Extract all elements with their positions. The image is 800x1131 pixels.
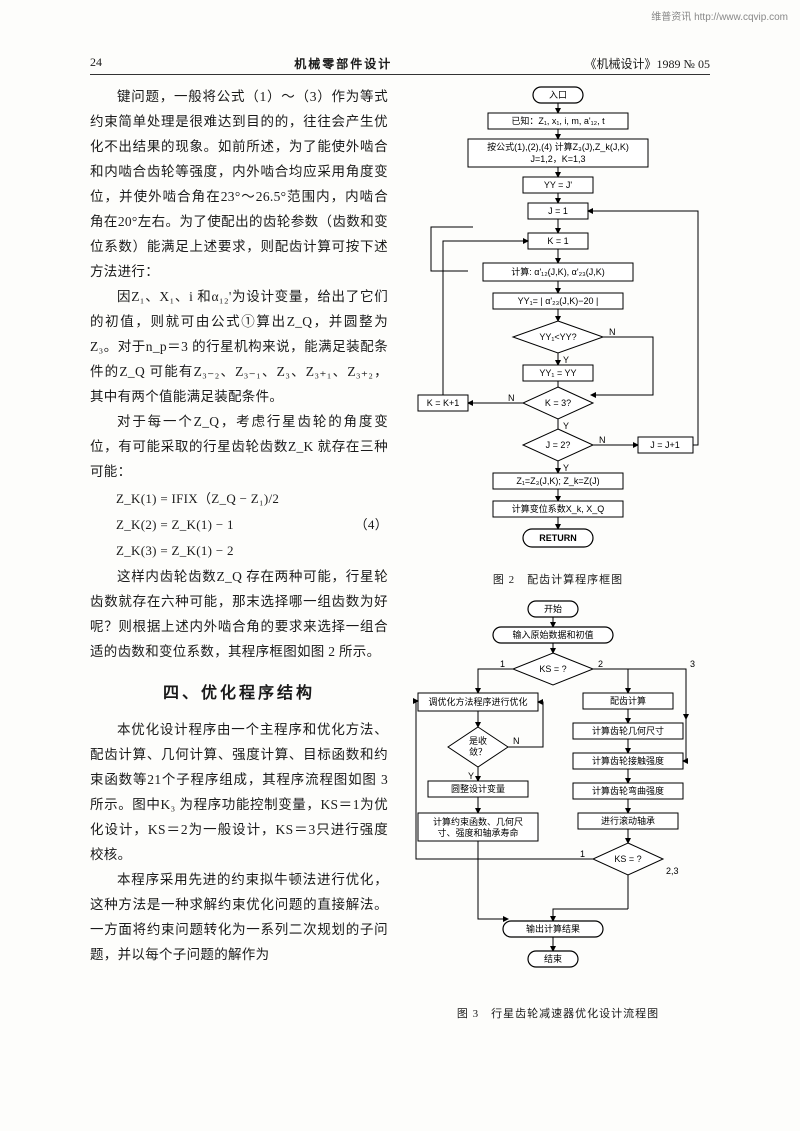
node-kinc: K = K+1: [427, 398, 460, 408]
label-1b: 1: [580, 849, 585, 859]
node-k3: K = 3?: [545, 398, 571, 408]
f3-out: 输出计算结果: [526, 923, 580, 934]
para-2: 因Z₁、X₁、i 和α₁₂'为设计变量，给出了它们的初值，则就可由公式①算出Z_…: [90, 285, 388, 410]
f3-start: 开始: [544, 603, 562, 614]
node-coef: 计算变位系数X_k, X_Q: [512, 503, 605, 514]
fig3-caption: 图 3 行星齿轮减速器优化设计流程图: [406, 1005, 710, 1021]
f3-obj-l2: 寸、强度和轴承寿命: [437, 827, 518, 838]
node-yydiff: YY₁= | α'₂₃(J,K)−20 |: [518, 296, 599, 306]
columns: 键问题，一般将公式（1）～（3）作为等式约束简单处理是很难达到目的的，往往会产生…: [90, 85, 710, 1033]
node-comp: 计算: α'₁₂(J,K), α'₂₃(J,K): [511, 266, 605, 277]
node-k1: K = 1: [547, 236, 568, 246]
page-header: 24 机械零部件设计 《机械设计》1989 № 05: [90, 55, 710, 75]
label-n2: N: [508, 393, 515, 403]
f3-axis: 进行滚动轴承: [601, 815, 655, 826]
node-j2: J = 2?: [546, 440, 571, 450]
f3-ok-l1: 是收: [469, 735, 487, 746]
node-calc-l2: J=1,2，K=1,3: [530, 154, 585, 164]
flowchart-fig2: 入口 已知：Z₁, x₁, i, m, a'₁₂, t 按公式(1),(2),(…: [406, 85, 710, 565]
page-number: 24: [90, 55, 102, 72]
page: 24 机械零部件设计 《机械设计》1989 № 05 键问题，一般将公式（1）～…: [90, 55, 710, 1033]
para-3: 对于每一个Z_Q，考虑行星齿轮的角度变位，有可能采取的行星齿轮齿数Z_K 就存在…: [90, 410, 388, 485]
node-cond1: YY₁<YY?: [539, 332, 576, 342]
node-yyeq: YY₁ = YY: [539, 368, 576, 378]
label-3: 3: [690, 659, 695, 669]
equation-1: Z_K(1) = IFIX（Z_Q − Z₁)/2: [90, 487, 388, 511]
label-23: 2,3: [666, 866, 679, 876]
f3-ks: KS = ?: [539, 664, 566, 674]
equation-number: （4）: [329, 513, 388, 537]
f3-input: 输入原始数据和初值: [512, 629, 593, 640]
para-1: 键问题，一般将公式（1）～（3）作为等式约束简单处理是很难达到目的的，往往会产生…: [90, 85, 388, 285]
f3-contact: 计算齿轮接触强度: [592, 755, 664, 766]
node-yyj: YY = J': [544, 180, 573, 190]
node-known: 已知：Z₁, x₁, i, m, a'₁₂, t: [511, 115, 605, 126]
fig2-caption: 图 2 配齿计算程序框图: [406, 571, 710, 587]
f3-pair: 配齿计算: [610, 695, 646, 706]
section-heading-4: 四、优化程序结构: [90, 679, 388, 709]
f3-geo: 计算齿轮几何尺寸: [592, 725, 664, 736]
label-1: 1: [500, 659, 505, 669]
equation-2: Z_K(2) = Z_K(1) − 1（4）: [90, 513, 388, 537]
node-pick: Z₁=Z₃(J,K); Z_k=Z(J): [516, 476, 599, 486]
right-column: 入口 已知：Z₁, x₁, i, m, a'₁₂, t 按公式(1),(2),(…: [406, 85, 710, 1033]
label-y: Y: [563, 355, 569, 365]
f3-obj-l1: 计算约束函数、几何尺: [433, 816, 523, 827]
node-j1: J = 1: [548, 206, 568, 216]
equation-3: Z_K(3) = Z_K(1) − 2: [90, 539, 388, 563]
f3-end: 结束: [544, 953, 562, 964]
para-4: 这样内齿轮齿数Z_Q 存在两种可能，行星轮齿数就存在六种可能，那末选择哪一组齿数…: [90, 565, 388, 665]
node-return: RETURN: [539, 533, 577, 543]
f3-ok-l2: 敛？: [469, 746, 487, 757]
label-2: 2: [598, 659, 603, 669]
label-y2: Y: [563, 421, 569, 431]
label-n4: N: [513, 736, 520, 746]
left-column: 键问题，一般将公式（1）～（3）作为等式约束简单处理是很难达到目的的，往往会产生…: [90, 85, 388, 1033]
para-5: 本优化设计程序由一个主程序和优化方法、配齿计算、几何计算、强度计算、目标函数和约…: [90, 718, 388, 868]
para-6: 本程序采用先进的约束拟牛顿法进行优化，这种方法是一种求解约束优化问题的直接解法。…: [90, 868, 388, 968]
label-n: N: [609, 327, 616, 337]
f3-opt: 调优化方法程序进行优化: [428, 696, 527, 707]
flowchart-fig3: 开始 输入原始数据和初值 KS = ? 1 2 3 调优化方法程序进行优化: [406, 599, 710, 999]
label-y4: Y: [468, 771, 474, 781]
node-calc-l1: 按公式(1),(2),(4) 计算Z₃(J),Z_k(J,K): [487, 141, 629, 152]
node-start: 入口: [549, 90, 567, 100]
node-jinc: J = J+1: [650, 440, 680, 450]
f3-bend: 计算齿轮弯曲强度: [592, 785, 664, 796]
f3-round: 圆整设计变量: [451, 783, 505, 794]
header-title: 机械零部件设计: [294, 55, 392, 72]
journal-info: 《机械设计》1989 № 05: [585, 55, 710, 72]
label-n3: N: [599, 435, 606, 445]
f3-ks2: KS = ?: [614, 854, 641, 864]
label-y3: Y: [563, 463, 569, 473]
watermark: 维普资讯 http://www.cqvip.com: [651, 8, 788, 23]
